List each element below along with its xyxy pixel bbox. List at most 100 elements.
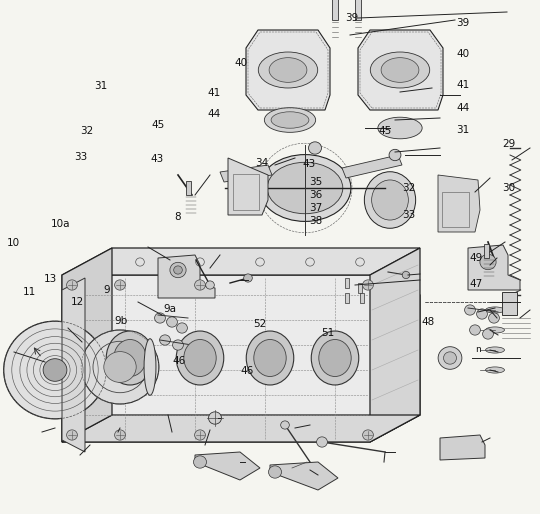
- Circle shape: [43, 359, 67, 381]
- Bar: [484, 244, 489, 258]
- Circle shape: [160, 335, 171, 345]
- Text: 41: 41: [456, 80, 470, 90]
- Bar: [345, 292, 349, 303]
- Text: 33: 33: [75, 152, 88, 162]
- Circle shape: [208, 412, 221, 424]
- Polygon shape: [270, 462, 338, 490]
- Circle shape: [206, 281, 214, 289]
- Ellipse shape: [271, 112, 309, 128]
- Text: 32: 32: [402, 182, 416, 193]
- Text: 9a: 9a: [163, 304, 176, 315]
- Circle shape: [244, 274, 252, 282]
- Circle shape: [477, 309, 488, 319]
- Ellipse shape: [381, 58, 419, 82]
- Circle shape: [268, 466, 281, 478]
- Circle shape: [81, 330, 159, 404]
- Circle shape: [173, 340, 184, 350]
- Polygon shape: [228, 158, 268, 215]
- Polygon shape: [440, 435, 485, 460]
- Circle shape: [104, 352, 136, 382]
- Bar: [233, 174, 259, 210]
- Ellipse shape: [114, 339, 146, 376]
- Polygon shape: [370, 248, 420, 442]
- Circle shape: [308, 142, 321, 154]
- Circle shape: [316, 437, 327, 447]
- Circle shape: [362, 280, 373, 290]
- Text: 30: 30: [502, 182, 515, 193]
- Ellipse shape: [319, 339, 351, 376]
- Ellipse shape: [485, 347, 504, 353]
- Circle shape: [167, 317, 178, 327]
- Circle shape: [170, 262, 186, 278]
- Text: 40: 40: [456, 49, 469, 59]
- Circle shape: [483, 329, 494, 339]
- Circle shape: [194, 280, 205, 290]
- Circle shape: [402, 271, 410, 279]
- Circle shape: [480, 254, 496, 270]
- Circle shape: [177, 323, 187, 333]
- Bar: [502, 292, 517, 315]
- Ellipse shape: [378, 117, 422, 139]
- Text: 52: 52: [253, 319, 266, 329]
- Text: 8: 8: [174, 212, 180, 222]
- Circle shape: [389, 150, 401, 161]
- Ellipse shape: [259, 155, 351, 222]
- Text: 9: 9: [104, 285, 110, 296]
- Ellipse shape: [144, 339, 156, 395]
- Ellipse shape: [485, 367, 504, 373]
- Polygon shape: [62, 275, 420, 442]
- Ellipse shape: [258, 52, 318, 88]
- Ellipse shape: [370, 52, 430, 88]
- Polygon shape: [342, 155, 402, 178]
- Text: 49: 49: [470, 253, 483, 263]
- Text: 39: 39: [456, 18, 470, 28]
- Text: 31: 31: [94, 81, 108, 91]
- Text: 35: 35: [309, 177, 322, 188]
- Circle shape: [193, 456, 206, 468]
- Circle shape: [464, 305, 475, 315]
- Circle shape: [174, 266, 183, 274]
- Ellipse shape: [269, 58, 307, 82]
- Text: 51: 51: [321, 328, 335, 338]
- Text: 32: 32: [80, 126, 93, 136]
- Polygon shape: [62, 278, 85, 452]
- Text: 41: 41: [208, 87, 221, 98]
- Ellipse shape: [372, 180, 408, 220]
- Text: 13: 13: [44, 273, 58, 284]
- Text: 45: 45: [378, 126, 392, 136]
- Text: n: n: [475, 345, 481, 355]
- Text: 48: 48: [421, 317, 435, 327]
- Polygon shape: [62, 248, 112, 442]
- Text: 40: 40: [235, 58, 248, 68]
- Circle shape: [114, 280, 125, 290]
- Polygon shape: [358, 30, 443, 110]
- Bar: [360, 292, 364, 303]
- Circle shape: [443, 352, 456, 364]
- Text: 38: 38: [309, 216, 322, 226]
- Text: 31: 31: [456, 124, 470, 135]
- Text: 43: 43: [302, 159, 316, 170]
- Bar: [355, 0, 361, 20]
- Polygon shape: [62, 415, 420, 442]
- Text: 44: 44: [456, 103, 470, 113]
- Ellipse shape: [265, 107, 316, 132]
- Text: 33: 33: [402, 210, 416, 220]
- Bar: [332, 0, 338, 20]
- Polygon shape: [195, 452, 260, 480]
- Polygon shape: [220, 165, 272, 182]
- Circle shape: [470, 325, 481, 335]
- Ellipse shape: [254, 339, 286, 376]
- Ellipse shape: [267, 162, 343, 214]
- Polygon shape: [246, 30, 330, 110]
- Ellipse shape: [246, 331, 294, 385]
- Bar: [345, 278, 349, 288]
- Text: 43: 43: [150, 154, 164, 164]
- Bar: [186, 180, 191, 195]
- Ellipse shape: [311, 331, 359, 385]
- Circle shape: [66, 430, 77, 440]
- Circle shape: [362, 430, 373, 440]
- Bar: [442, 192, 469, 227]
- Text: 9b: 9b: [114, 316, 128, 326]
- Text: 39: 39: [346, 13, 359, 23]
- Text: 11: 11: [23, 287, 36, 297]
